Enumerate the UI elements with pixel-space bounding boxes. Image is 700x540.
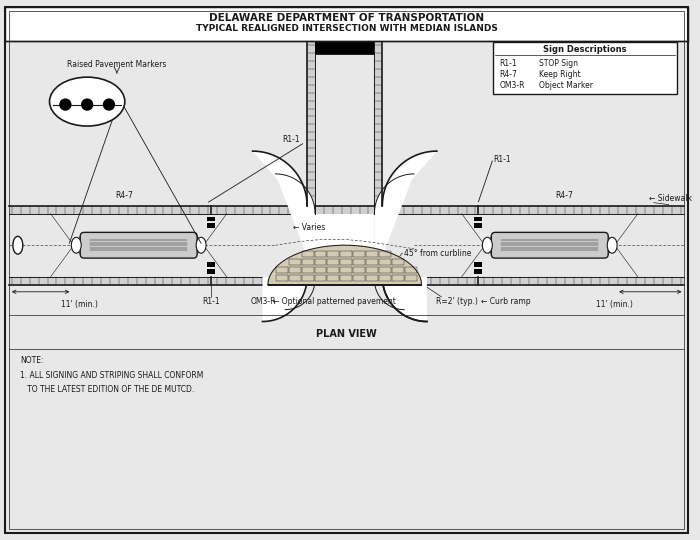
FancyBboxPatch shape [80, 232, 197, 258]
Bar [379, 267, 391, 273]
Bar [207, 269, 215, 274]
Text: TYPICAL REALIGNED INTERSECTION WITH MEDIAN ISLANDS: TYPICAL REALIGNED INTERSECTION WITH MEDI… [196, 24, 498, 33]
Text: ← Optional patterned pavement: ← Optional patterned pavement [274, 297, 396, 306]
Bar [379, 259, 391, 265]
Text: ← Curb ramp: ← Curb ramp [481, 297, 531, 306]
Bar [307, 40, 315, 206]
Bar [366, 251, 378, 257]
Text: NOTE:
1. ALL SIGNING AND STRIPING SHALL CONFORM
   TO THE LATEST EDITION OF THE : NOTE: 1. ALL SIGNING AND STRIPING SHALL … [20, 356, 203, 394]
Bar [207, 262, 215, 267]
Bar [405, 275, 416, 281]
Polygon shape [382, 151, 437, 213]
Text: ← Sidewalk: ← Sidewalk [649, 194, 692, 202]
Bar [475, 217, 482, 221]
Bar [9, 277, 685, 285]
Bar [475, 262, 482, 267]
Bar [302, 251, 314, 257]
Bar [315, 213, 374, 277]
Bar [276, 275, 288, 281]
Bar [207, 224, 215, 228]
Bar [314, 259, 326, 265]
Bar [353, 275, 365, 281]
Bar [302, 267, 314, 273]
Bar [379, 251, 391, 257]
Ellipse shape [196, 237, 206, 253]
Text: R1-1: R1-1 [494, 154, 511, 164]
Bar [289, 259, 300, 265]
Bar [302, 259, 314, 265]
Ellipse shape [71, 237, 81, 253]
Bar [366, 267, 378, 273]
Bar [328, 259, 340, 265]
Text: DELAWARE DEPARTMENT OF TRANSPORTATION: DELAWARE DEPARTMENT OF TRANSPORTATION [209, 14, 484, 23]
Text: 11' (min.): 11' (min.) [61, 300, 98, 309]
Text: Raised Pavement Markers: Raised Pavement Markers [67, 60, 167, 69]
Bar [328, 267, 340, 273]
Bar [276, 267, 288, 273]
Text: Object Marker: Object Marker [539, 81, 593, 90]
Circle shape [60, 99, 71, 110]
Ellipse shape [13, 237, 23, 254]
Bar [379, 275, 391, 281]
Bar [392, 275, 404, 281]
Text: Keep Right: Keep Right [539, 70, 580, 79]
Bar [340, 259, 352, 265]
Bar [9, 206, 685, 213]
Bar [392, 259, 404, 265]
Text: R4-7: R4-7 [556, 191, 573, 200]
Text: ← Varies: ← Varies [293, 223, 325, 232]
Text: OM3-R: OM3-R [251, 297, 276, 306]
Text: Sign Descriptions: Sign Descriptions [543, 45, 626, 53]
Bar [340, 267, 352, 273]
Polygon shape [253, 151, 307, 213]
Bar [366, 259, 378, 265]
Bar [302, 275, 314, 281]
FancyBboxPatch shape [491, 232, 608, 258]
Bar [314, 275, 326, 281]
Text: 45° from curbline: 45° from curbline [404, 248, 472, 258]
Text: R1-1: R1-1 [283, 135, 300, 144]
Polygon shape [275, 174, 315, 277]
Bar [366, 275, 378, 281]
Bar [314, 251, 326, 257]
Circle shape [82, 99, 92, 110]
Ellipse shape [607, 237, 617, 253]
Bar [289, 267, 300, 273]
Bar [289, 275, 300, 281]
Bar [475, 224, 482, 228]
Bar [328, 275, 340, 281]
Bar [353, 267, 365, 273]
Text: STOP Sign: STOP Sign [539, 59, 578, 69]
Bar [475, 269, 482, 274]
Text: R4-7: R4-7 [499, 70, 517, 79]
Polygon shape [382, 277, 427, 321]
Bar [374, 40, 382, 206]
Polygon shape [262, 277, 307, 321]
Circle shape [104, 99, 114, 110]
Text: R1-1: R1-1 [499, 59, 517, 69]
Polygon shape [268, 245, 421, 285]
Text: 11' (min.): 11' (min.) [596, 300, 633, 309]
Bar [494, 42, 677, 93]
Bar [315, 40, 374, 54]
Bar [340, 275, 352, 281]
Bar [392, 267, 404, 273]
Bar [340, 251, 352, 257]
Bar [207, 217, 215, 221]
Text: R4-7: R4-7 [115, 191, 133, 200]
Polygon shape [374, 174, 414, 277]
Bar [353, 259, 365, 265]
Text: PLAN VIEW: PLAN VIEW [316, 329, 377, 339]
Ellipse shape [482, 237, 492, 253]
Bar [405, 267, 416, 273]
Text: R1-1: R1-1 [202, 297, 220, 306]
Bar [314, 267, 326, 273]
Text: R=2' (typ.): R=2' (typ.) [436, 297, 478, 306]
Bar [353, 251, 365, 257]
Bar [328, 251, 340, 257]
Bar [5, 8, 688, 41]
Text: OM3-R: OM3-R [499, 81, 525, 90]
Ellipse shape [50, 77, 125, 126]
